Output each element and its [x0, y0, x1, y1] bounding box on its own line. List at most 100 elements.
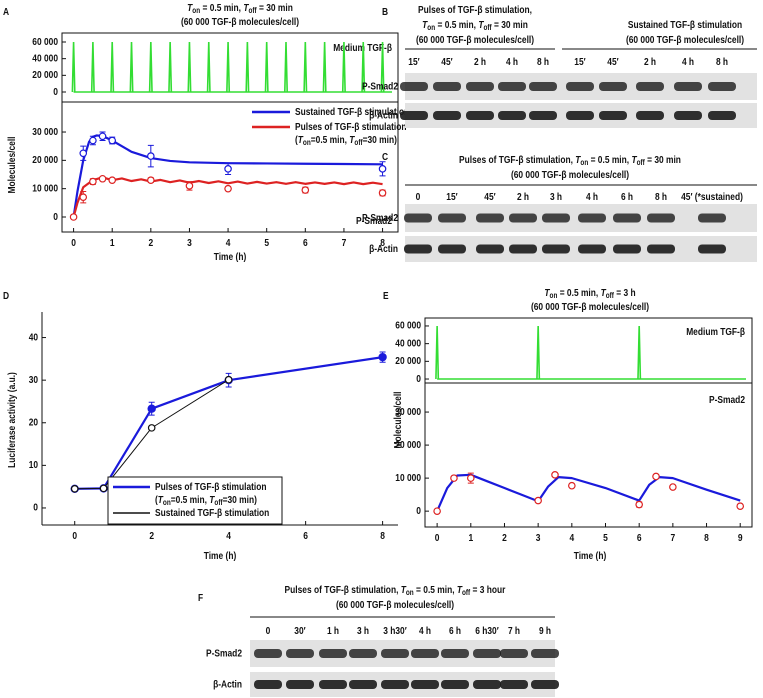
lane-label: 0	[266, 625, 271, 637]
chart-title: Ton = 0.5 min, Toff = 30 min	[187, 2, 293, 15]
band	[466, 82, 494, 91]
italic-part: T	[601, 287, 607, 299]
blot-header: (60 000 TGF-β molecules/cell)	[336, 599, 454, 611]
italic-part: T	[631, 154, 637, 166]
band	[578, 213, 606, 223]
band	[566, 82, 594, 91]
band	[708, 82, 736, 91]
data-point	[378, 352, 387, 362]
lane-label: 2 h	[517, 191, 529, 203]
blot-header: (60 000 TGF-β molecules/cell)	[416, 34, 534, 46]
row-label: β-Actin	[213, 678, 242, 690]
band	[433, 111, 461, 120]
band	[476, 244, 504, 254]
text-part: =0.5 min,	[311, 134, 350, 146]
series-line	[436, 473, 741, 512]
italic-part: T	[422, 19, 428, 31]
pulse	[90, 41, 95, 93]
x-tick-label: 5	[264, 237, 269, 249]
y-tick-label: 20 000	[395, 439, 421, 451]
lane-label: 8 h	[537, 56, 549, 68]
lane-label: 45′	[607, 56, 619, 68]
pulse	[435, 325, 440, 380]
text-part: = 0.5 min,	[435, 19, 478, 31]
band	[466, 111, 494, 120]
data-point	[89, 136, 97, 145]
x-tick-label: 0	[435, 532, 440, 544]
data-point	[99, 484, 108, 493]
band	[438, 213, 466, 223]
italic-part: T	[187, 2, 193, 14]
text-part: = 0.5 min,	[414, 584, 457, 596]
lane-label: 15′	[446, 191, 458, 203]
italic-part: T	[575, 154, 581, 166]
x-tick-label: 0	[72, 530, 77, 542]
band	[566, 111, 594, 120]
band	[636, 111, 664, 120]
chart-title: Ton = 0.5 min, Toff = 3 h	[544, 287, 635, 300]
band	[381, 649, 409, 658]
x-tick-label: 4	[226, 237, 231, 249]
panel-label: D	[3, 290, 9, 302]
data-point	[224, 375, 233, 384]
x-tick-label: 8	[704, 532, 709, 544]
band	[400, 82, 428, 91]
italic-part: T	[457, 584, 463, 596]
data-point	[98, 174, 107, 183]
western-blot: F Pulses of TGF-β stimulation, Ton = 0.5 …	[198, 584, 559, 697]
text-part: =30 min)	[223, 494, 257, 506]
y-tick-label: 0	[33, 502, 38, 514]
band	[500, 680, 528, 689]
lane-label: 6 h	[449, 625, 461, 637]
subscript: on	[427, 23, 435, 32]
y-tick-label: 0	[416, 505, 421, 517]
italic-part: T	[243, 2, 249, 14]
lane-label: 8 h	[655, 191, 667, 203]
y-tick-label: 40 000	[32, 52, 58, 64]
text-part: = 30 min	[257, 2, 293, 14]
data-point	[301, 186, 310, 194]
pulse	[361, 41, 366, 93]
y-tick-label: 0	[53, 211, 58, 223]
band	[613, 213, 641, 223]
lane-label: 45′	[484, 191, 496, 203]
data-point	[147, 152, 155, 160]
pulse	[536, 325, 541, 380]
y-tick-label: 10 000	[32, 182, 58, 194]
x-tick-label: 6	[637, 532, 642, 544]
band	[498, 111, 526, 120]
band	[411, 680, 439, 689]
x-tick-label: 4	[226, 530, 231, 542]
legend-label: (Ton=0.5 min, Toff=30 min)	[295, 134, 397, 147]
annotation: P-Smad2	[709, 394, 745, 406]
band	[319, 649, 347, 658]
data-point	[108, 136, 117, 145]
lane-label: 2 h	[644, 56, 656, 68]
lane-label: 7 h	[508, 625, 520, 637]
x-axis-label: Time (h)	[214, 251, 247, 263]
chart-title: (60 000 TGF-β molecules/cell)	[531, 301, 649, 313]
x-tick-label: 0	[71, 237, 76, 249]
lane-label: 45′ (*sustained)	[681, 191, 743, 203]
y-tick-label: 30 000	[32, 126, 58, 138]
lane-label: 3 h	[550, 191, 562, 203]
band	[529, 111, 557, 120]
chart-title: (60 000 TGF-β molecules/cell)	[181, 16, 299, 28]
band	[473, 649, 501, 658]
chart: 0 10 000 20 000 30 000 0 1 2 3 4 5 6 7 8 Time (h) Mole…	[6, 101, 409, 263]
y-tick-label: 10 000	[395, 472, 421, 484]
data-point	[89, 177, 97, 186]
subscript: off	[214, 498, 222, 507]
x-tick-label: 2	[149, 530, 154, 542]
band	[698, 244, 726, 254]
lane-label: 15′	[408, 56, 420, 68]
lane-label: 8 h	[716, 56, 728, 68]
row-label: β-Actin	[369, 243, 398, 255]
data-point	[635, 500, 643, 509]
row-label: P-Smad2	[362, 80, 398, 92]
y-axis-label: Molecules/cell	[6, 136, 18, 193]
data-point	[378, 189, 387, 197]
x-tick-label: 4	[569, 532, 574, 544]
band	[400, 111, 428, 120]
subscript: on	[303, 138, 311, 147]
